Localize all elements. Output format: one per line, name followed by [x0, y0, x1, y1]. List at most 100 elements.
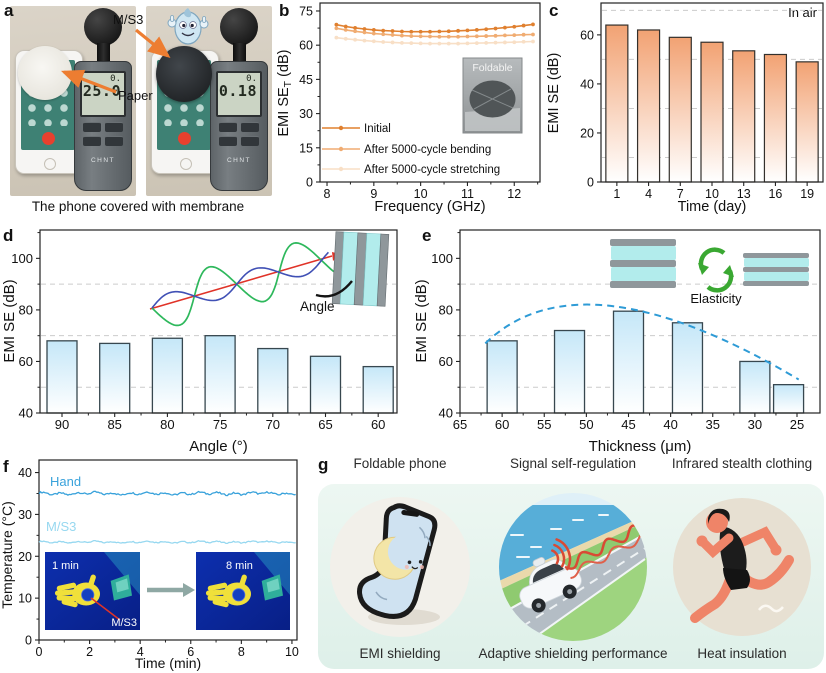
data-marker	[334, 22, 339, 27]
x-tick-label: 0	[36, 645, 43, 659]
data-marker	[381, 40, 386, 44]
data-marker	[362, 27, 367, 31]
x-tick-label: 10	[414, 187, 428, 201]
data-marker	[400, 29, 404, 34]
x-tick-label: 55	[537, 417, 551, 432]
data-marker	[343, 24, 348, 29]
phone-notch	[401, 510, 420, 517]
data-marker	[362, 38, 367, 43]
y-axis-label: EMI SE (dB)	[413, 279, 430, 362]
data-marker	[334, 26, 339, 31]
bar-thickness-30	[739, 360, 771, 414]
x-tick-label: 65	[318, 417, 332, 432]
roof-sensor	[532, 556, 546, 568]
home-button	[180, 158, 192, 170]
elasticity-inset: Elasticity	[610, 239, 809, 306]
x-tick-label: 60	[371, 417, 385, 432]
runner-back-arm	[738, 526, 780, 553]
data-marker	[371, 28, 376, 32]
data-marker	[343, 36, 348, 41]
bar-day-1	[605, 24, 629, 183]
data-marker	[493, 26, 498, 31]
foldable-phone-illustration	[330, 497, 470, 637]
hand-line-label: Hand	[50, 474, 81, 489]
membrane-illustration	[331, 231, 390, 307]
legend-label: After 5000-cycle stretching	[364, 164, 500, 176]
emi-meter: 0. 25.0 CHNT	[73, 8, 133, 194]
runner-front-arm	[698, 533, 734, 559]
data-marker	[446, 34, 451, 39]
data-marker	[484, 41, 489, 45]
x-axis-label: Time (min)	[135, 655, 201, 671]
data-marker	[446, 41, 451, 46]
data-marker	[465, 34, 470, 39]
x-tick-label: 40	[663, 417, 677, 432]
x-tick-label: 4	[645, 187, 652, 201]
plot-frame	[459, 229, 821, 414]
ms3-line-label: M/S3	[46, 519, 76, 534]
data-marker	[531, 22, 535, 27]
data-marker	[502, 25, 507, 30]
data-marker	[428, 29, 432, 34]
bar-day-16	[763, 53, 788, 183]
data-marker	[474, 34, 479, 39]
data-marker	[437, 29, 442, 34]
data-marker	[428, 41, 432, 46]
sine-wave	[151, 251, 329, 309]
membrane-disc	[156, 46, 212, 102]
sine-wave	[570, 533, 643, 579]
y-tick-label: 80	[19, 302, 33, 317]
meter-body: 0. 25.0 CHNT	[74, 61, 132, 191]
legend-label: Initial	[364, 123, 391, 135]
data-marker	[474, 28, 479, 32]
x-tick-label: 60	[495, 417, 509, 432]
data-marker	[456, 41, 460, 46]
y-tick-label: 40	[439, 406, 453, 421]
y-tick-label: 0	[25, 634, 32, 648]
plot-frame	[38, 459, 298, 641]
x-axis-label: Angle (°)	[189, 438, 248, 455]
x-tick-label: 19	[800, 187, 814, 201]
photo-phone-with-paper: 0. 25.0 CHNT	[10, 6, 136, 196]
data-marker	[521, 32, 526, 37]
series-line-Hand	[38, 490, 296, 497]
x-tick-label: 1	[613, 187, 620, 201]
series-line-After 5000-cycle stretching	[336, 36, 534, 45]
bar-thickness-45	[612, 310, 645, 414]
x-tick-label: 4	[137, 645, 144, 659]
data-marker	[502, 33, 507, 38]
panel-label-b: b	[279, 1, 290, 20]
x-tick-label: 80	[160, 417, 174, 432]
data-marker	[484, 34, 489, 38]
bar-angle-60	[362, 365, 394, 414]
x-tick-label: 50	[579, 417, 593, 432]
runner-illustration	[673, 498, 811, 636]
y-tick-label: 40	[18, 466, 32, 480]
y-tick-label: 20	[18, 550, 32, 564]
data-marker	[465, 41, 470, 46]
car	[519, 556, 582, 613]
meter-probe-ball	[84, 8, 122, 46]
data-marker	[400, 41, 404, 45]
x-axis-label: Frequency (GHz)	[374, 199, 485, 215]
radar-signal-waves	[551, 524, 643, 579]
chart-emi-se-vs-time: In air 1 4 7 10 13 16 19 0 20 40 60 Time (day) EMI S…	[546, 2, 824, 215]
bar-angle-85	[99, 342, 131, 414]
inset-8min-label: 8 min	[226, 560, 253, 572]
em-wave-illustration	[151, 242, 335, 327]
bar-thickness-52	[553, 329, 586, 414]
foldable-membrane-photo-inset: Foldable	[462, 57, 523, 134]
data-marker	[437, 41, 442, 46]
hangup-button-icon	[41, 132, 55, 145]
data-marker	[437, 34, 442, 39]
y-tick-label: 0	[587, 176, 594, 190]
x-tick-label: 12	[507, 187, 521, 201]
meter-probe-stalk	[232, 43, 246, 63]
data-marker	[474, 41, 479, 46]
meter-buttons	[83, 122, 123, 146]
y-tick-label: 60	[439, 354, 453, 369]
data-marker	[371, 39, 376, 44]
home-button	[44, 158, 56, 170]
bar-angle-70	[257, 347, 289, 414]
bar-thickness-26	[772, 383, 805, 414]
